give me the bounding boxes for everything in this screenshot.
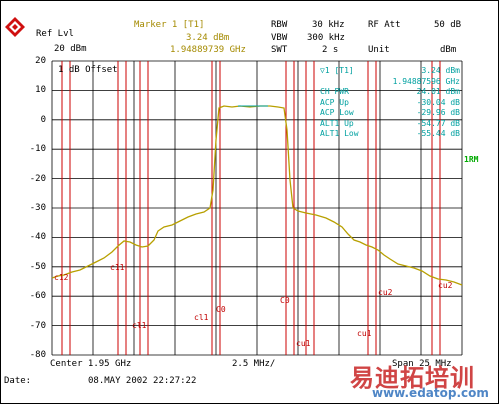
date-label: Date:	[4, 376, 32, 386]
readout-value: 1.94887596 GHz	[392, 76, 460, 86]
y-tick-label: -10	[29, 144, 46, 155]
channel-label-cl1-b: cl1	[194, 313, 209, 322]
readout-value: 3.24 dBm	[421, 66, 460, 75]
channel-label-c0-right: C0	[280, 296, 290, 305]
channel-label-cu1-a: cu1	[296, 339, 311, 348]
watermark-url: www.edatop.com	[372, 386, 489, 400]
swt-label: SWT	[271, 45, 288, 55]
vbw-label: VBW	[271, 33, 288, 43]
y-tick-label: 10	[35, 85, 46, 96]
channel-label-cu2: cu2	[378, 288, 393, 297]
marker-level: 3.24 dBm	[186, 33, 230, 43]
rf-att-value: 50 dB	[434, 20, 462, 30]
swt-value: 2 s	[322, 45, 339, 55]
y-tick-label: -20	[29, 173, 46, 184]
center-freq-label: Center 1.95 GHz	[50, 359, 132, 369]
date-value: 08.MAY 2002 22:27:22	[88, 376, 197, 386]
readout-label: ▽1 [T1]	[320, 66, 354, 75]
readout-value: -29.96 dB	[416, 108, 460, 117]
y-tick-label: -30	[29, 203, 46, 213]
marker-freq: 1.94889739 GHz	[170, 45, 246, 55]
y-tick-label: 20	[35, 56, 46, 66]
rf-att-label: RF Att	[368, 20, 401, 30]
span-per-div-label: 2.5 MHz/	[232, 359, 276, 369]
unit-label: Unit	[368, 45, 390, 55]
y-tick-label: -70	[29, 320, 46, 331]
offset-label: 1 dB Offset	[58, 65, 118, 75]
y-tick-label: -50	[29, 261, 46, 272]
ref-lvl-label: Ref Lvl	[36, 29, 74, 39]
readout-label: ACP Up	[320, 97, 349, 107]
channel-label-c11: c11	[110, 263, 125, 272]
y-tick-label: -40	[29, 232, 46, 243]
y-tick-label: -60	[29, 291, 46, 302]
spectrum-trace	[51, 105, 463, 286]
side-label: 1RM	[464, 155, 479, 164]
marker-label: Marker 1 [T1]	[134, 20, 205, 30]
readout-label: ALT1 Low	[320, 129, 359, 138]
rbw-value: 30 kHz	[312, 20, 345, 30]
y-tick-label: 0	[40, 114, 46, 125]
watermark-cn: 易迪拓培训	[350, 364, 475, 392]
channel-label-cu2-b: cu2	[438, 281, 453, 290]
readout-label: CH PWR	[320, 87, 349, 96]
readout-value: -54.77 dB	[416, 118, 460, 128]
channel-lines	[61, 61, 441, 355]
channel-label-c0-left: C0	[216, 305, 226, 314]
channel-label-cl1: cl1	[132, 321, 147, 330]
rohde-schwarz-logo-icon	[5, 17, 25, 37]
rbw-label: RBW	[271, 20, 288, 30]
channel-label-c12-left: c12	[54, 273, 69, 282]
channel-label-cu1-b: cu1	[357, 329, 372, 338]
span-label: Span 25 MHz	[392, 359, 452, 369]
ref-lvl-value: 20 dBm	[54, 44, 87, 54]
readout-value: -30.04 dB	[416, 97, 460, 107]
readout-value: -55.44 dB	[416, 129, 460, 138]
vbw-value: 300 kHz	[307, 33, 345, 43]
readout-label: ACP Low	[320, 108, 354, 117]
readout-label: ALT1 Up	[320, 118, 354, 128]
y-tick-label: -80	[29, 350, 46, 360]
readout-value: 24.01 dBm	[416, 87, 460, 96]
unit-value: dBm	[440, 45, 457, 55]
grid	[51, 60, 463, 356]
